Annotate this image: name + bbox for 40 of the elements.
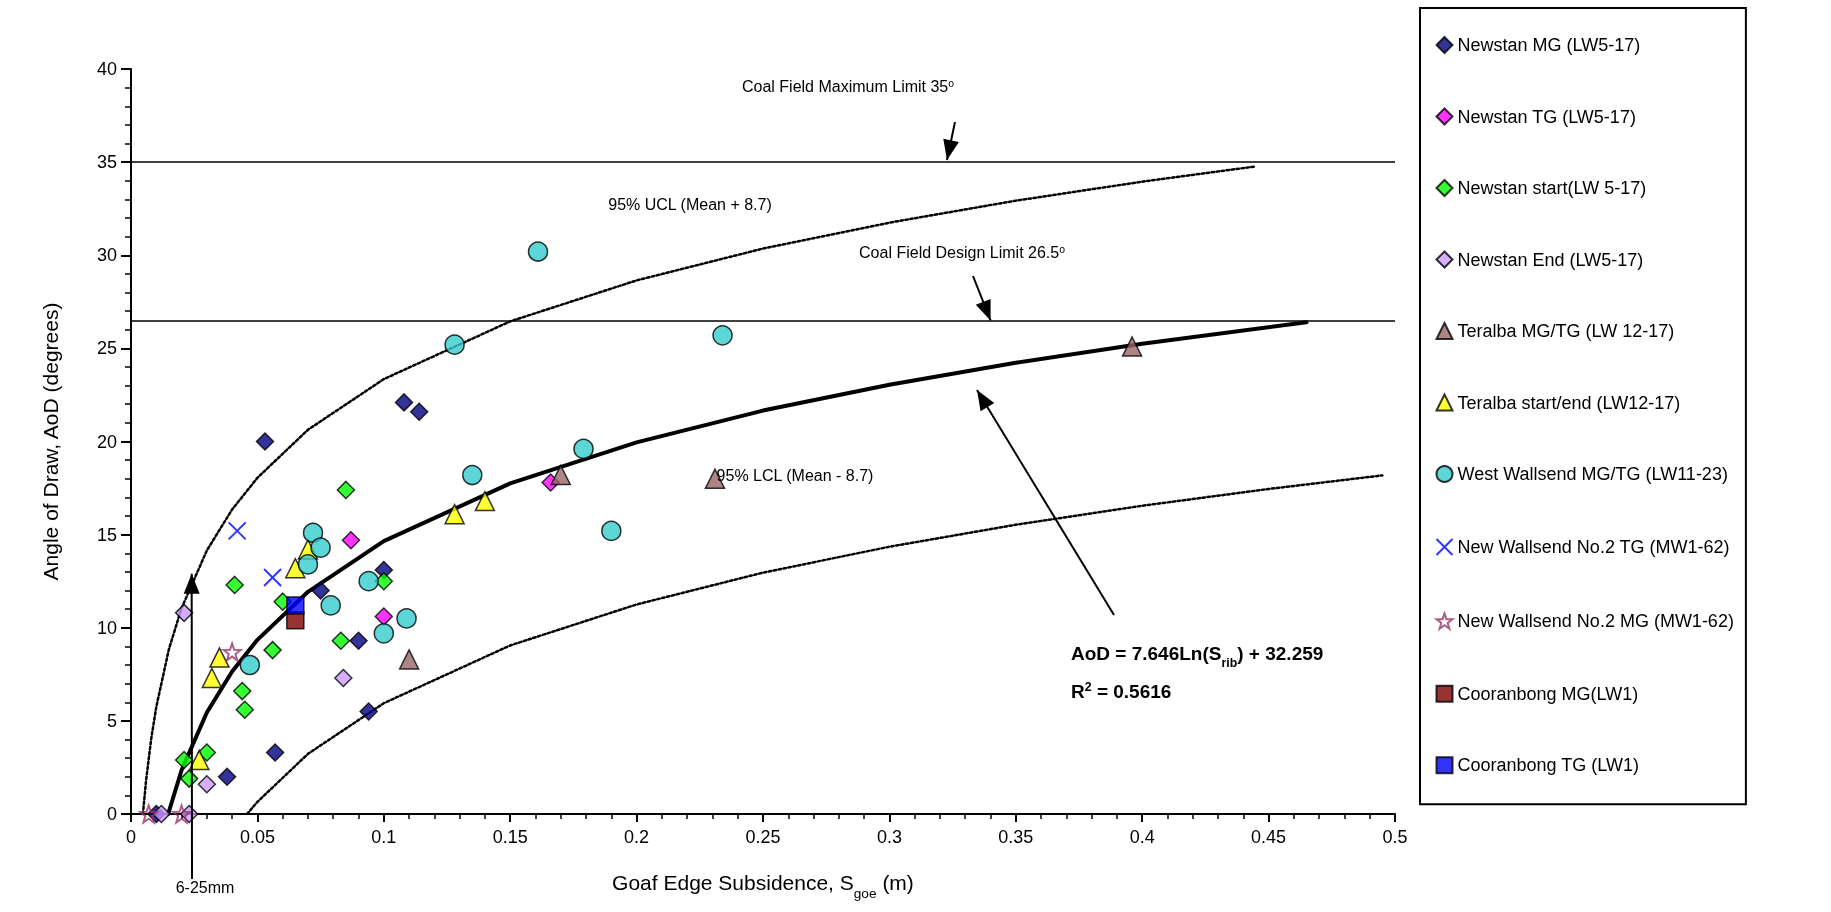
legend-label: West Wallsend MG/TG (LW11-23) xyxy=(1457,464,1728,484)
x-tick-label: 0.05 xyxy=(239,827,275,847)
y-tick-label: 35 xyxy=(96,152,117,173)
legend-label: Newstan MG (LW5-17) xyxy=(1457,35,1641,55)
annotation: 95% UCL (Mean + 8.7) xyxy=(608,196,772,213)
y-tick-label: 5 xyxy=(106,710,117,731)
annotation: Coal Field Design Limit 26.5$^{o}$ xyxy=(859,243,1066,261)
legend-label: Cooranbong TG (LW1) xyxy=(1457,755,1639,776)
x-tick-label: 0 xyxy=(125,827,137,847)
x-tick-label: 0.5 xyxy=(1382,827,1408,847)
legend-label: Teralba start/end (LW12-17) xyxy=(1457,392,1681,413)
annotation: 6-25mm xyxy=(175,879,235,896)
legend-label: Newstan start(LW 5-17) xyxy=(1457,178,1647,198)
annotation: Coal Field Maximum Limit 35$^{o}$ xyxy=(741,77,955,95)
legend-label: Newstan End (LW5-17) xyxy=(1457,249,1644,270)
legend-label: New Wallsend No.2 TG (MW1-62) xyxy=(1457,537,1730,557)
x-tick-label: 0.4 xyxy=(1129,827,1155,847)
x-tick-label: 0.1 xyxy=(371,827,397,847)
legend-label: Teralba MG/TG (LW 12-17) xyxy=(1457,321,1675,341)
y-tick-label: 20 xyxy=(96,431,117,452)
x-axis-title: Goaf Edge Subsidence, S$_{goe}$ (m) xyxy=(612,871,914,901)
y-axis-title: Angle of Draw, AoD (degrees) xyxy=(39,302,62,581)
y-tick-label: 15 xyxy=(96,524,117,545)
x-tick-label: 0.25 xyxy=(745,827,781,847)
annotation: 95% LCL (Mean - 8.7) xyxy=(716,467,874,484)
x-tick-label: 0.2 xyxy=(624,827,650,847)
y-tick-label: 30 xyxy=(96,245,117,266)
y-tick-label: 0 xyxy=(106,804,117,824)
y-tick-label: 40 xyxy=(96,59,117,79)
annotation: AoD = 7.646Ln(S$_{rib}$) + 32.259 xyxy=(1071,643,1324,670)
legend-label: New Wallsend No.2 MG (MW1-62) xyxy=(1457,611,1734,632)
x-tick-label: 0.3 xyxy=(876,827,902,847)
legend-label: Cooranbong MG(LW1) xyxy=(1457,683,1639,704)
x-tick-label: 0.15 xyxy=(492,827,528,847)
annotation: R$^{2}$ = 0.5616 xyxy=(1071,680,1172,702)
y-tick-label: 25 xyxy=(96,338,117,359)
y-tick-label: 10 xyxy=(96,617,117,638)
legend-label: Newstan TG (LW5-17) xyxy=(1457,106,1636,127)
x-tick-label: 0.45 xyxy=(1251,827,1287,847)
x-tick-label: 0.35 xyxy=(998,827,1034,847)
